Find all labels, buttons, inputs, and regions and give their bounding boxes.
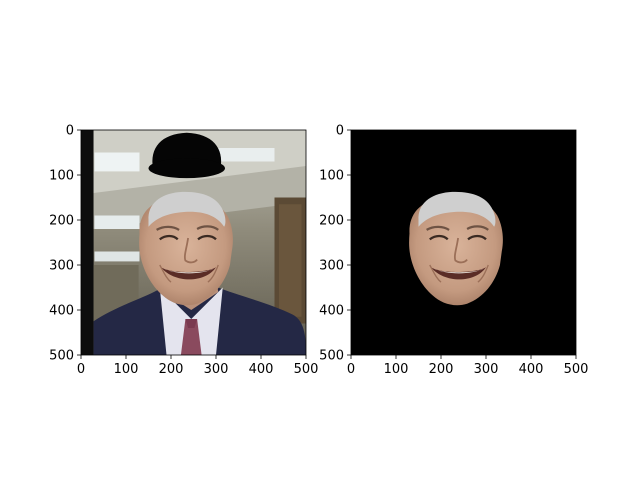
x-tick-label: 500 [564,362,589,377]
y-tick-label: 200 [49,214,74,229]
x-tick-label: 100 [384,362,409,377]
x-tick-label: 500 [294,362,319,377]
y-tick-label: 300 [319,259,344,274]
x-tick-label: 300 [474,362,499,377]
y-tick-label: 400 [319,304,344,319]
y-tick-label: 0 [66,124,74,139]
y-tick-label: 0 [336,124,344,139]
y-tick-label: 400 [49,304,74,319]
x-tick-label: 200 [429,362,454,377]
image-panel-original [80,129,307,356]
x-tick-label: 300 [204,362,229,377]
y-tick-label: 300 [49,259,74,274]
x-tick-label: 0 [347,362,355,377]
x-tick-label: 0 [77,362,85,377]
y-tick-label: 200 [319,214,344,229]
y-tick-label: 100 [49,169,74,184]
x-tick-label: 100 [114,362,139,377]
x-tick-label: 200 [159,362,184,377]
y-tick-label: 100 [319,169,344,184]
x-tick-label: 400 [249,362,274,377]
x-tick-label: 400 [519,362,544,377]
bowler-hat-overlay [148,132,225,179]
y-tick-label: 500 [49,349,74,364]
y-tick-label: 500 [319,349,344,364]
image-panel-masked [350,129,577,356]
